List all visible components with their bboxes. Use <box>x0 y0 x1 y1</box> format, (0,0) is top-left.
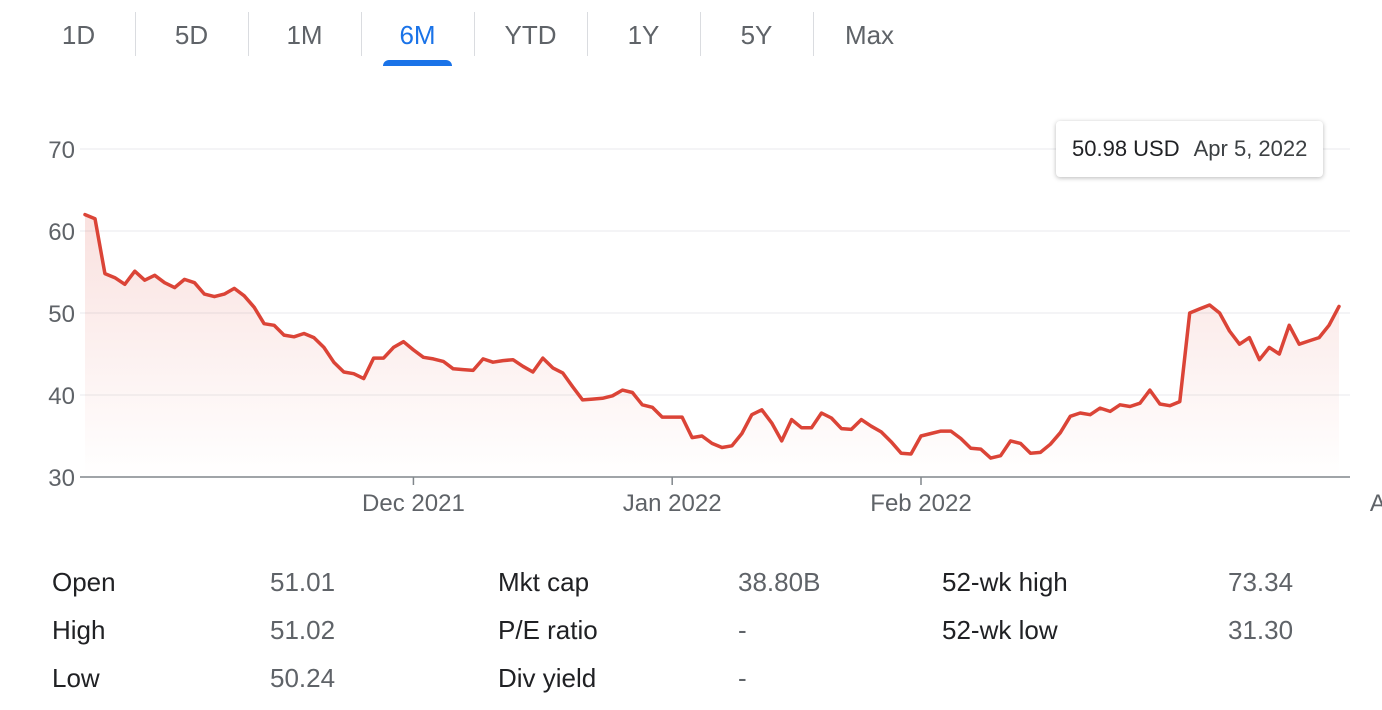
open-label: Open <box>52 567 116 597</box>
price-area <box>85 214 1339 477</box>
tab-ytd[interactable]: YTD <box>474 0 587 66</box>
y-tick-label-60: 60 <box>48 219 75 246</box>
low-value: 50.24 <box>270 663 336 693</box>
open-value: 51.01 <box>270 567 336 597</box>
x-tick-label-0: Dec 2021 <box>362 490 465 517</box>
y-tick-label-70: 70 <box>48 137 75 164</box>
x-tick-label-2: Feb 2022 <box>870 490 971 517</box>
tab-1y[interactable]: 1Y <box>587 0 700 66</box>
wklow-value: 31.30 <box>1228 615 1294 645</box>
high-label: High <box>52 615 106 645</box>
high-value: 51.02 <box>270 615 336 645</box>
wkhigh-value: 73.34 <box>1228 567 1294 597</box>
mktcap-label: Mkt cap <box>498 567 590 597</box>
tab-1d-label: 1D <box>61 20 96 50</box>
tab-5d[interactable]: 5D <box>135 0 248 66</box>
tab-max-label: Max <box>844 20 895 50</box>
range-tabs: 1D 5D 1M 6M YTD 1Y 5Y Max <box>22 0 926 66</box>
tab-1m-label: 1M <box>286 20 323 50</box>
tab-1y-label: 1Y <box>627 20 660 50</box>
low-label: Low <box>52 663 100 693</box>
tab-ytd-label: YTD <box>504 20 557 50</box>
x-tick-label-3: Apr 2022 <box>1370 490 1382 517</box>
div-value: - <box>738 663 747 693</box>
price-chart[interactable]: 70 60 50 40 30 Dec 2021 Jan 2022 Feb 2022 Apr 20… <box>0 100 1382 540</box>
x-tick-label-1: Jan 2022 <box>623 490 722 517</box>
tab-5d-label: 5D <box>174 20 209 50</box>
price-tooltip: 50.98 USD Apr 5, 2022 <box>1056 121 1324 177</box>
tab-max[interactable]: Max <box>813 0 926 66</box>
y-tick-label-40: 40 <box>48 383 75 410</box>
y-tick-label-50: 50 <box>48 301 75 328</box>
pe-label: P/E ratio <box>498 615 598 645</box>
tab-6m[interactable]: 6M <box>361 0 474 66</box>
tooltip-price: 50.98 USD <box>1072 136 1180 161</box>
tooltip-date: Apr 5, 2022 <box>1193 136 1308 161</box>
tab-5y[interactable]: 5Y <box>700 0 813 66</box>
tab-1m[interactable]: 1M <box>248 0 361 66</box>
tab-1d[interactable]: 1D <box>22 0 135 66</box>
mktcap-value: 38.80B <box>738 567 821 597</box>
y-tick-label-30: 30 <box>48 465 75 492</box>
wkhigh-label: 52-wk high <box>942 567 1068 597</box>
tab-5y-label: 5Y <box>740 20 773 50</box>
div-label: Div yield <box>498 663 597 693</box>
pe-value: - <box>738 615 747 645</box>
price-line <box>83 212 1341 460</box>
wklow-label: 52-wk low <box>942 615 1058 645</box>
tab-6m-label: 6M <box>399 20 436 50</box>
